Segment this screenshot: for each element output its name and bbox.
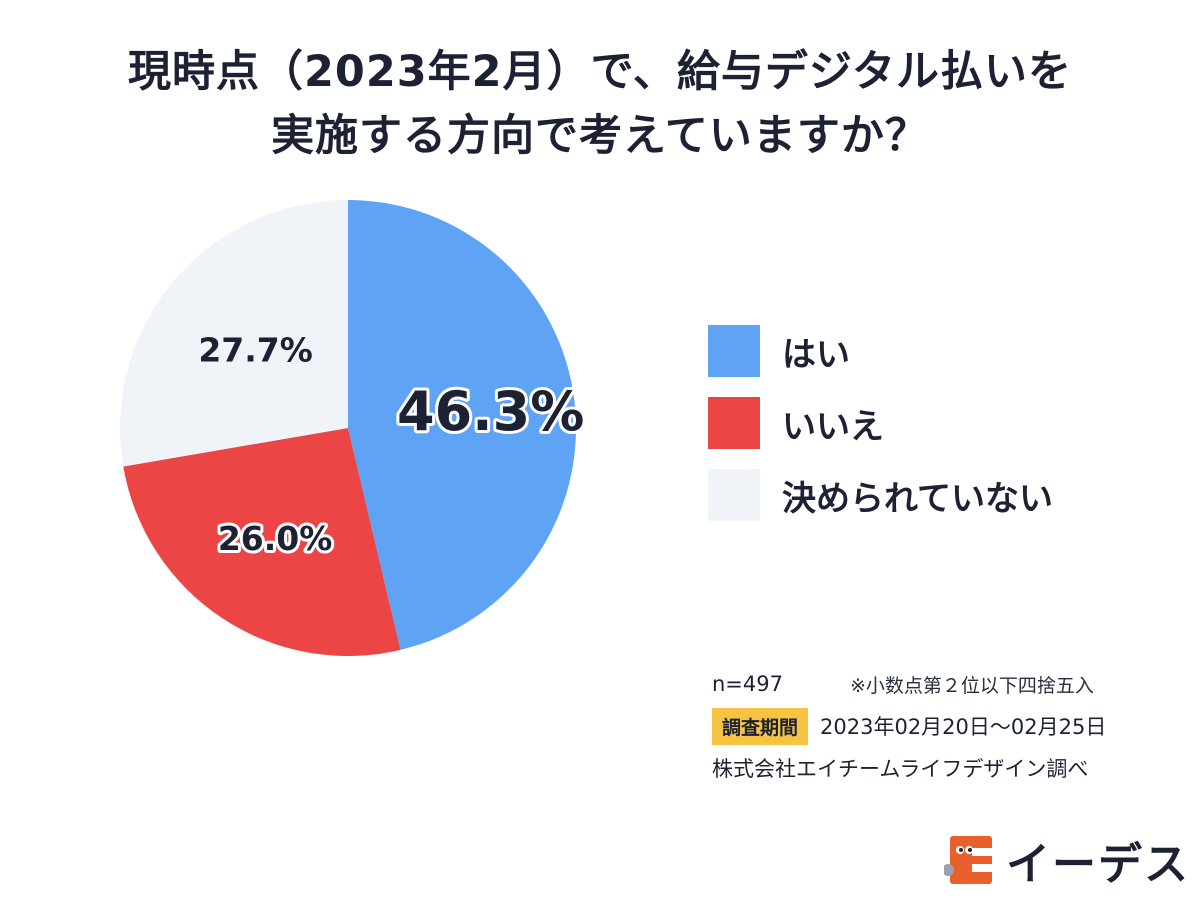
brand-logo: イーデス (944, 828, 1190, 892)
survey-period-badge: 調査期間 (712, 707, 809, 745)
logo-mark-block (950, 836, 992, 884)
legend-swatch-yes (708, 325, 760, 377)
legend-item-yes: はい (708, 325, 1053, 377)
logo-mark-pupil-left (959, 848, 963, 852)
rounding-note: ※小数点第２位以下四捨五入 (850, 674, 1094, 697)
chart-title-line-2: 実施する方向で考えていますか？ (271, 111, 929, 161)
pie-slice-undecided (119, 200, 348, 467)
chart-title-line-1: 現時点（2023年2月）で、給与デジタル払いを (127, 47, 1073, 97)
legend-item-no: いいえ (708, 397, 1053, 449)
pie-label-undecided: 27.7% (198, 331, 313, 370)
survey-period-row: 調査期間 2023年02月20日～02月25日 (712, 707, 1107, 745)
survey-notes: n=497 ※小数点第２位以下四捨五入 調査期間 2023年02月20日～02月… (712, 666, 1106, 792)
chart-title: 現時点（2023年2月）で、給与デジタル払いを 実施する方向で考えていますか？ (0, 40, 1200, 168)
ide-su-brand-icon (944, 836, 992, 884)
legend-label-no: いいえ (782, 406, 884, 447)
legend: はい いいえ 決められていない (708, 325, 1053, 541)
sample-size: n=497 (712, 672, 783, 696)
logo-mark-notch-bottom (972, 864, 992, 872)
sample-note-row: n=497 ※小数点第２位以下四捨五入 (712, 666, 1106, 702)
pie-label-no: 26.0% (218, 519, 333, 558)
brand-logo-text: イーデス (1006, 839, 1190, 890)
pie-slice-yes (348, 200, 577, 650)
legend-swatch-undecided (708, 469, 760, 521)
logo-mark-pupil-right (968, 848, 972, 852)
credit-row: 株式会社エイチームライフデザイン調べ (712, 750, 1106, 786)
logo-mark-notch-top (972, 848, 992, 856)
legend-label-undecided: 決められていない (782, 478, 1053, 519)
pie-label-yes: 46.3% (397, 380, 584, 443)
logo-mark-hand (944, 864, 954, 876)
pie-slice-no (123, 428, 401, 657)
survey-credit: 株式会社エイチームライフデザイン調べ (712, 757, 1089, 781)
legend-label-yes: はい (782, 334, 850, 375)
survey-period-value: 2023年02月20日～02月25日 (820, 715, 1107, 739)
legend-item-undecided: 決められていない (708, 469, 1053, 521)
legend-swatch-no (708, 397, 760, 449)
